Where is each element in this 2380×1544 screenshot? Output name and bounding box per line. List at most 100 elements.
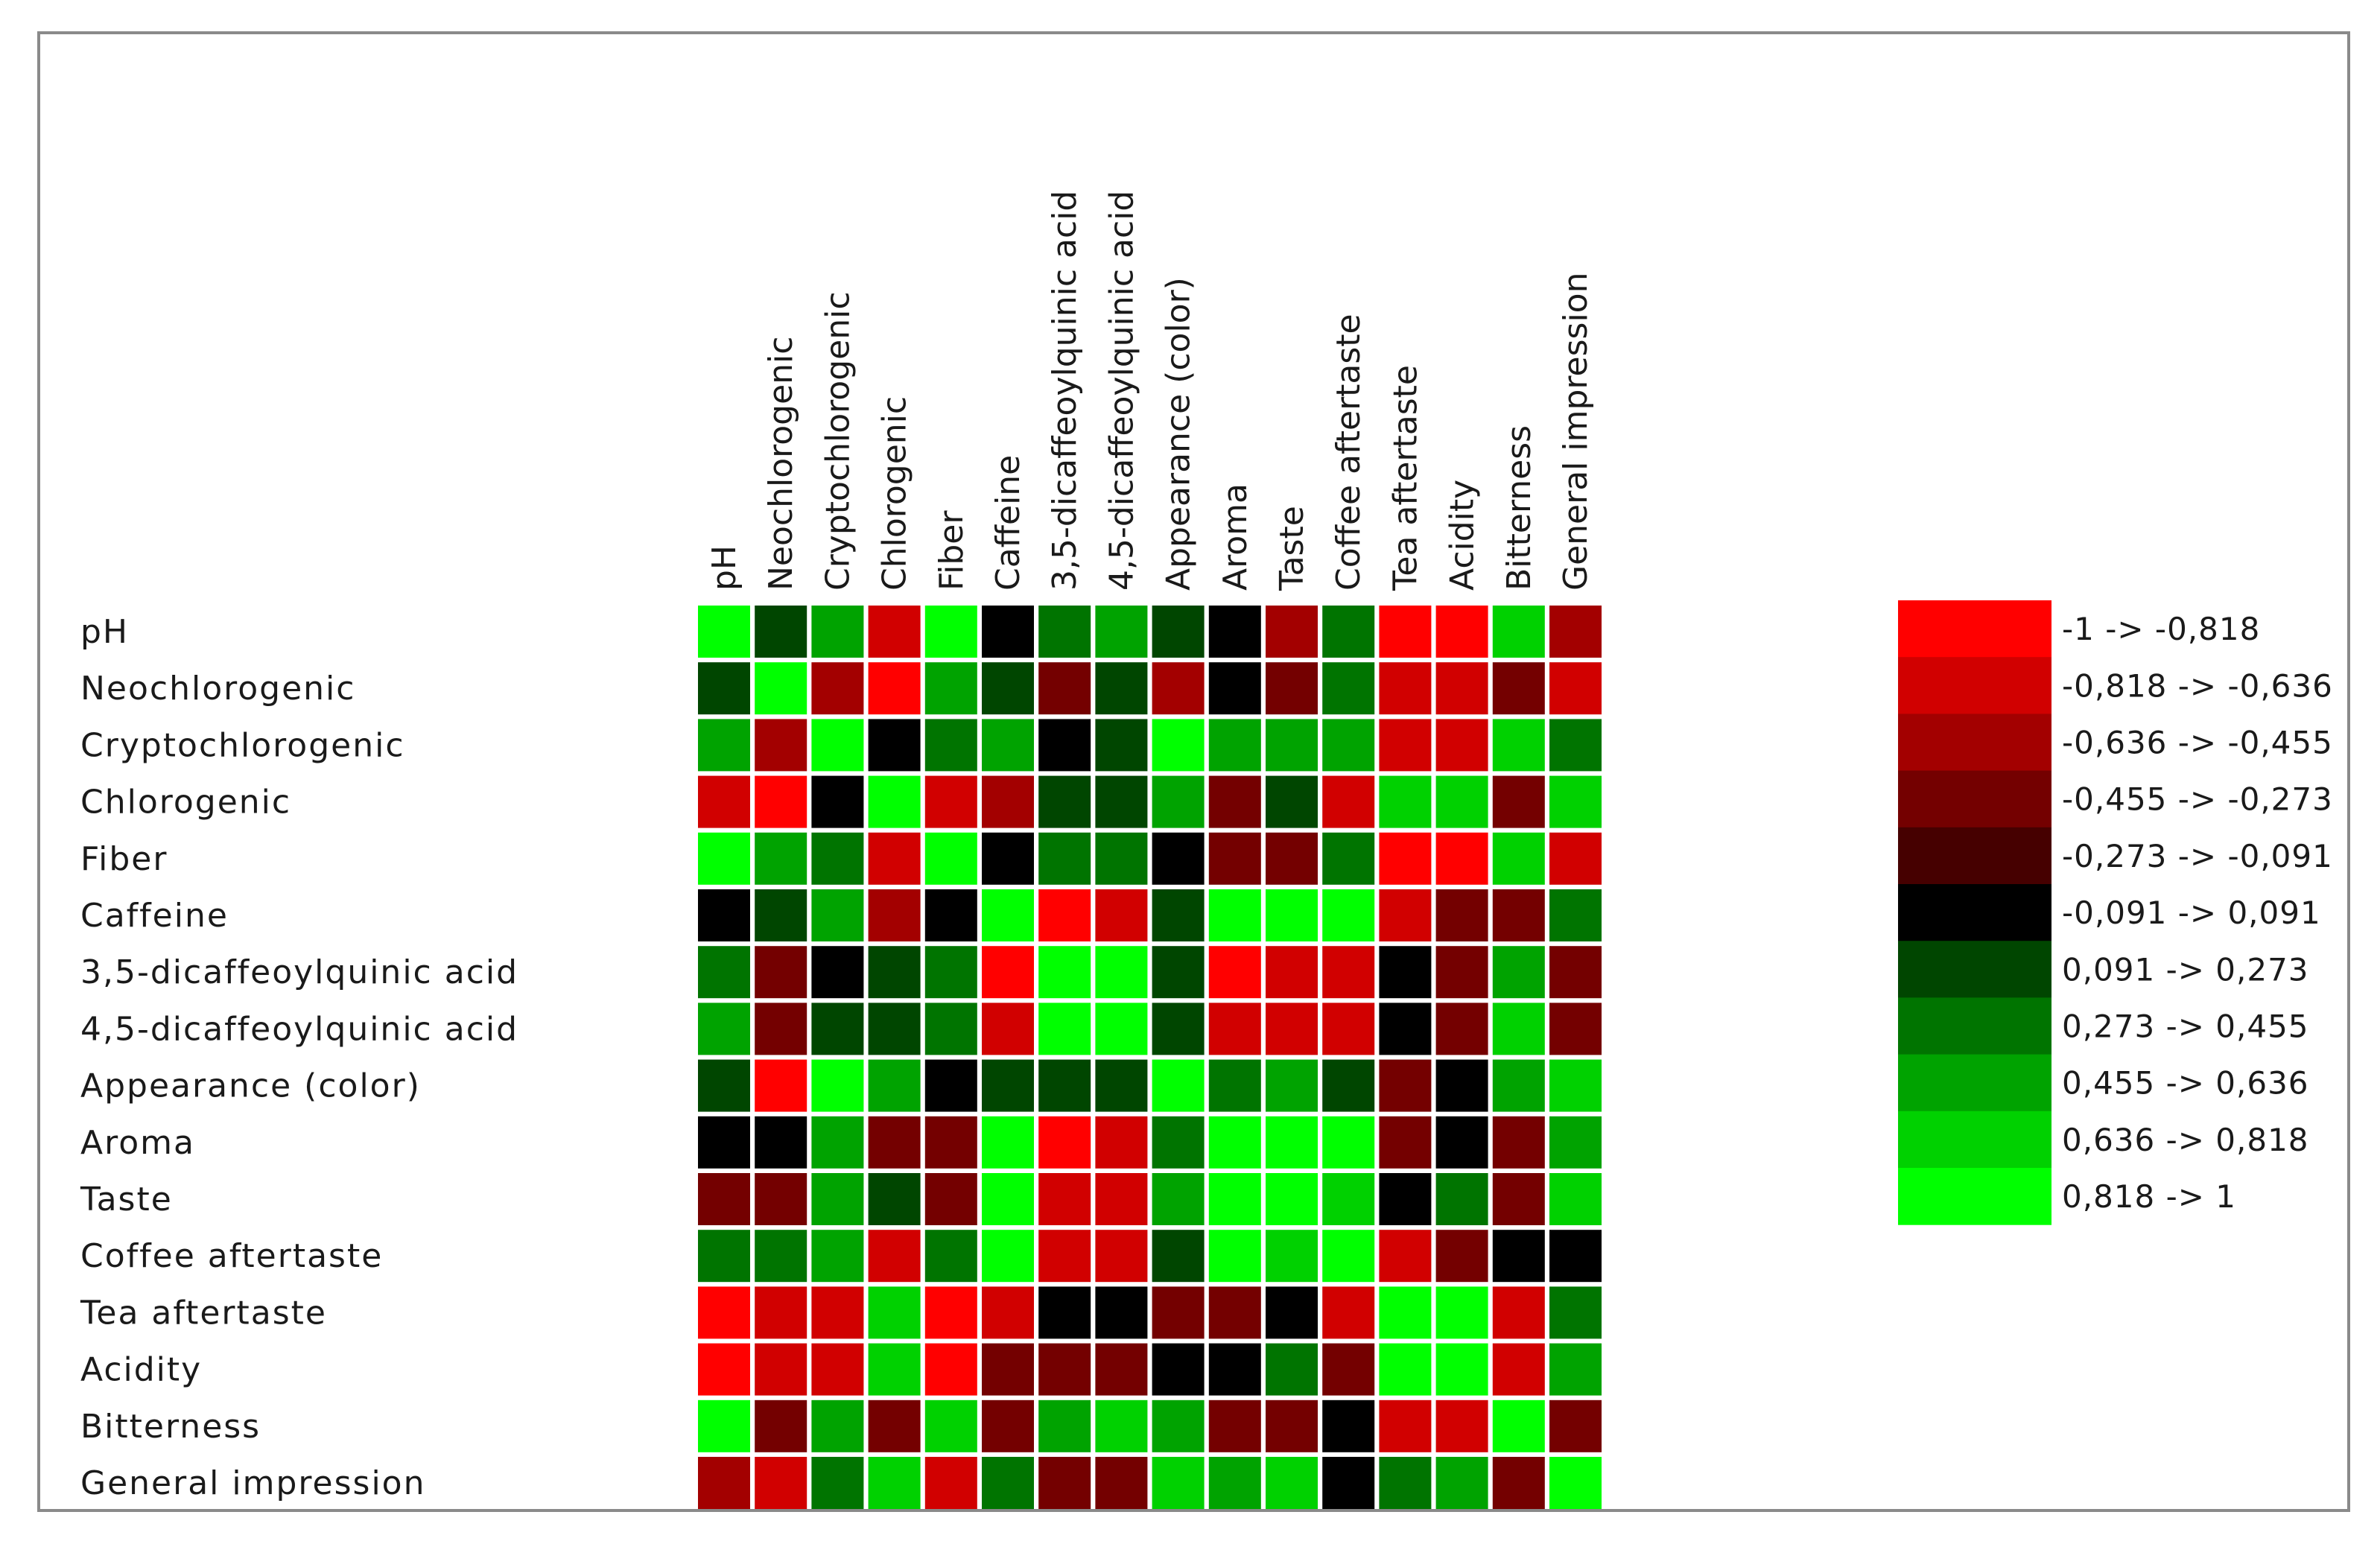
heatmap-cell-4-5-dicaffeoylquinic-acid-cryptochlorogenic: [811, 1003, 864, 1055]
heatmap-cell-ph-appearance-color: [1152, 606, 1205, 658]
heatmap-cell-general-impression-aroma: [1208, 1457, 1261, 1509]
row-labels: pH Neochlorogenic Cryptochlorogenic Chlorog…: [80, 613, 518, 1502]
heatmap-cell-chlorogenic-caffeine: [982, 775, 1034, 828]
heatmap-cell-general-impression-neochlorogenic: [755, 1457, 807, 1509]
row-label-ph: pH: [80, 613, 129, 651]
heatmap-cell-aroma-acidity: [1435, 1116, 1488, 1169]
heatmap-cell-bitterness-neochlorogenic: [755, 1400, 807, 1452]
heatmap-cell-bitterness-coffee-aftertaste: [1322, 1400, 1375, 1452]
row-label-fiber: Fiber: [80, 840, 168, 878]
heatmap-cell-4-5-dicaffeoylquinic-acid-bitterness: [1492, 1003, 1545, 1055]
heatmap-cell-cryptochlorogenic-tea-aftertaste: [1379, 719, 1432, 772]
heatmap-cell-aroma-fiber: [924, 1116, 977, 1169]
heatmap-cell-appearance-color-coffee-aftertaste: [1322, 1059, 1375, 1112]
heatmap-cell-aroma-aroma: [1208, 1116, 1261, 1169]
heatmap-cell-caffeine-neochlorogenic: [755, 889, 807, 941]
heatmap-cell-3-5-dicaffeoylquinic-acid-coffee-aftertaste: [1322, 946, 1375, 999]
heatmap-cell-chlorogenic-coffee-aftertaste: [1322, 775, 1375, 828]
heatmap-cell-acidity-acidity: [1435, 1343, 1488, 1396]
legend-label-2: -0,636 -> -0,455: [2062, 725, 2333, 761]
heatmap-cell-4-5-dicaffeoylquinic-acid-appearance-color: [1152, 1003, 1205, 1055]
heatmap-cell-chlorogenic-appearance-color: [1152, 775, 1205, 828]
heatmap-cell-neochlorogenic-coffee-aftertaste: [1322, 662, 1375, 715]
heatmap-cell-neochlorogenic-ph: [698, 662, 750, 715]
heatmap-cell-appearance-color-taste: [1266, 1059, 1318, 1112]
heatmap-cell-caffeine-cryptochlorogenic: [811, 889, 864, 941]
heatmap-cell-chlorogenic-chlorogenic: [868, 775, 921, 828]
row-label-general-impression: General impression: [80, 1464, 425, 1502]
heatmap-cell-tea-aftertaste-neochlorogenic: [755, 1286, 807, 1339]
heatmap-cell-acidity-tea-aftertaste: [1379, 1343, 1432, 1396]
heatmap-cell-ph-tea-aftertaste: [1379, 606, 1432, 658]
heatmap-cell-aroma-4-5-dicaffeoylquinic-acid: [1095, 1116, 1148, 1169]
heatmap-cell-general-impression-ph: [698, 1457, 750, 1509]
heatmap-cell-chlorogenic-tea-aftertaste: [1379, 775, 1432, 828]
heatmap-cell-general-impression-4-5-dicaffeoylquinic-acid: [1095, 1457, 1148, 1509]
heatmap-cell-caffeine-chlorogenic: [868, 889, 921, 941]
heatmap-cell-tea-aftertaste-appearance-color: [1152, 1286, 1205, 1339]
column-label-tea-aftertaste: Tea aftertaste: [1386, 365, 1424, 591]
row-label-coffee-aftertaste: Coffee aftertaste: [80, 1237, 383, 1275]
heatmap-cell-neochlorogenic-taste: [1266, 662, 1318, 715]
heatmap-cell-caffeine-aroma: [1208, 889, 1261, 941]
heatmap-cell-aroma-cryptochlorogenic: [811, 1116, 864, 1169]
heatmap-cell-acidity-aroma: [1208, 1343, 1261, 1396]
heatmap-cell-taste-caffeine: [982, 1173, 1034, 1225]
heatmap-cell-cryptochlorogenic-ph: [698, 719, 750, 772]
heatmap-cell-caffeine-coffee-aftertaste: [1322, 889, 1375, 941]
heatmap-cell-fiber-neochlorogenic: [755, 832, 807, 885]
heatmap-cell-caffeine-general-impression: [1549, 889, 1602, 941]
heatmap-cell-general-impression-caffeine: [982, 1457, 1034, 1509]
heatmap-cell-ph-cryptochlorogenic: [811, 606, 864, 658]
heatmap-cell-3-5-dicaffeoylquinic-acid-fiber: [924, 946, 977, 999]
heatmap-cell-chlorogenic-fiber: [924, 775, 977, 828]
heatmap-cell-fiber-4-5-dicaffeoylquinic-acid: [1095, 832, 1148, 885]
heatmap-cell-bitterness-acidity: [1435, 1400, 1488, 1452]
heatmap-cell-general-impression-tea-aftertaste: [1379, 1457, 1432, 1509]
heatmap-cell-tea-aftertaste-3-5-dicaffeoylquinic-acid: [1038, 1286, 1091, 1339]
heatmap-cell-neochlorogenic-chlorogenic: [868, 662, 921, 715]
heatmap-cell-tea-aftertaste-acidity: [1435, 1286, 1488, 1339]
heatmap-cell-general-impression-taste: [1266, 1457, 1318, 1509]
heatmap-cell-appearance-color-chlorogenic: [868, 1059, 921, 1112]
column-label-bitterness: Bitterness: [1500, 425, 1538, 591]
heatmap-cell-ph-neochlorogenic: [755, 606, 807, 658]
heatmap-cell-tea-aftertaste-taste: [1266, 1286, 1318, 1339]
row-label-4-5-dicaffeoylquinic-acid: 4,5-dicaffeoylquinic acid: [80, 1010, 518, 1048]
heatmap-cell-caffeine-acidity: [1435, 889, 1488, 941]
heatmap-cell-3-5-dicaffeoylquinic-acid-aroma: [1208, 946, 1261, 999]
heatmap-cell-aroma-tea-aftertaste: [1379, 1116, 1432, 1169]
heatmap-cell-general-impression-bitterness: [1492, 1457, 1545, 1509]
legend-label-0: -1 -> -0,818: [2062, 611, 2260, 647]
heatmap-cell-ph-acidity: [1435, 606, 1488, 658]
heatmap-cell-neochlorogenic-aroma: [1208, 662, 1261, 715]
heatmap-cell-general-impression-coffee-aftertaste: [1322, 1457, 1375, 1509]
heatmap-cell-coffee-aftertaste-cryptochlorogenic: [811, 1230, 864, 1283]
legend-label-10: 0,818 -> 1: [2062, 1178, 2236, 1215]
heatmap-cell-neochlorogenic-tea-aftertaste: [1379, 662, 1432, 715]
heatmap-cell-chlorogenic-taste: [1266, 775, 1318, 828]
heatmap-cell-fiber-acidity: [1435, 832, 1488, 885]
heatmap-cell-neochlorogenic-fiber: [924, 662, 977, 715]
heatmap-cell-fiber-coffee-aftertaste: [1322, 832, 1375, 885]
column-label-ph: pH: [705, 545, 743, 591]
heatmap-cell-caffeine-caffeine: [982, 889, 1034, 941]
heatmap-cell-3-5-dicaffeoylquinic-acid-taste: [1266, 946, 1318, 999]
heatmap-cell-acidity-caffeine: [982, 1343, 1034, 1396]
legend-swatch-0: [1898, 600, 2051, 658]
heatmap-cell-acidity-fiber: [924, 1343, 977, 1396]
heatmap-cell-fiber-cryptochlorogenic: [811, 832, 864, 885]
heatmap-cell-coffee-aftertaste-caffeine: [982, 1230, 1034, 1283]
heatmap-cell-cryptochlorogenic-chlorogenic: [868, 719, 921, 772]
heatmap-cell-4-5-dicaffeoylquinic-acid-ph: [698, 1003, 750, 1055]
heatmap-cell-fiber-3-5-dicaffeoylquinic-acid: [1038, 832, 1091, 885]
heatmap-cell-aroma-neochlorogenic: [755, 1116, 807, 1169]
heatmap-cell-coffee-aftertaste-chlorogenic: [868, 1230, 921, 1283]
heatmap-cell-taste-general-impression: [1549, 1173, 1602, 1225]
heatmap-cell-3-5-dicaffeoylquinic-acid-acidity: [1435, 946, 1488, 999]
heatmap-cell-ph-bitterness: [1492, 606, 1545, 658]
heatmap-cell-chlorogenic-acidity: [1435, 775, 1488, 828]
legend-swatch-4: [1898, 827, 2051, 885]
heatmap-cell-4-5-dicaffeoylquinic-acid-tea-aftertaste: [1379, 1003, 1432, 1055]
